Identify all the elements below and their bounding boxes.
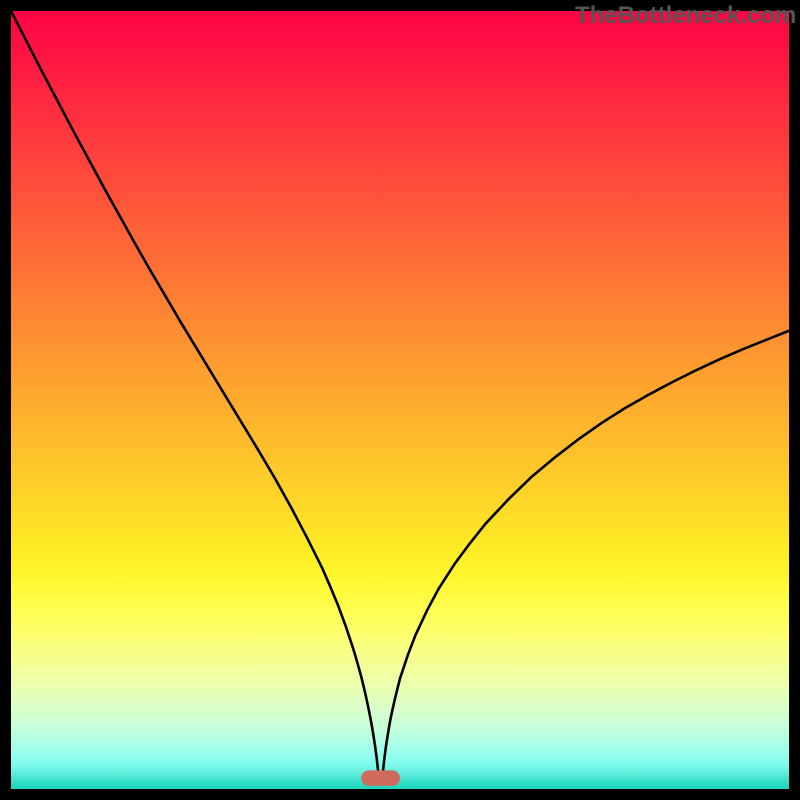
plot-background-gradient [11,11,789,789]
optimum-marker [361,770,400,786]
watermark-text: TheBottleneck.com [575,2,796,30]
bottleneck-chart [0,0,800,800]
